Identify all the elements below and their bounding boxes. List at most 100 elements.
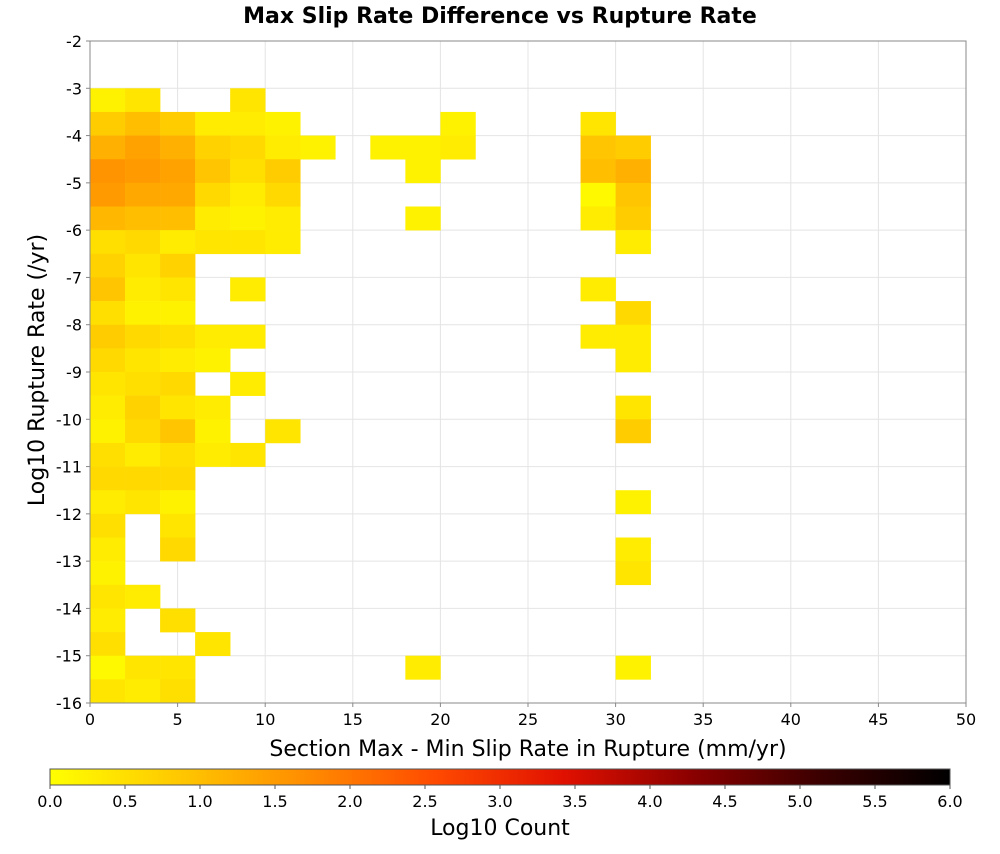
heatmap-cell (90, 182, 126, 207)
y-tick-label: -6 (66, 221, 82, 240)
colorbar-tick-label: 6.0 (937, 792, 962, 811)
heatmap-cell (265, 159, 301, 184)
heatmap-cell (90, 348, 126, 373)
heatmap-cell (160, 253, 196, 278)
heatmap-cell (90, 277, 126, 302)
heatmap-cell (615, 301, 651, 326)
heatmap-cell (125, 372, 161, 396)
heatmap-cell (615, 230, 651, 255)
heatmap-cell (615, 135, 651, 160)
heatmap-cell (160, 348, 196, 373)
heatmap-cell (195, 206, 231, 231)
heatmap-cell (160, 513, 196, 538)
heatmap-cell (90, 372, 126, 396)
heatmap-cell (265, 182, 301, 207)
colorbar-gradient (49, 768, 951, 786)
heatmap-cell (405, 135, 441, 160)
y-tick-label: -5 (66, 174, 82, 193)
heatmap-cell (90, 159, 126, 184)
heatmap-cell (580, 182, 616, 207)
x-tick-label: 40 (781, 710, 801, 729)
y-tick-label: -14 (56, 599, 82, 618)
x-tick-label: 5 (173, 710, 183, 729)
heatmap-cell (90, 230, 126, 255)
heatmap-cell (125, 159, 161, 184)
heatmap-cell (125, 655, 161, 680)
heatmap-cell (160, 442, 196, 467)
chart-title: Max Slip Rate Difference vs Rupture Rate (243, 4, 757, 29)
heatmap-cell (125, 301, 161, 326)
colorbar-tick-label: 3.5 (562, 792, 587, 811)
heatmap-cell (615, 348, 651, 373)
x-tick-label: 10 (255, 710, 275, 729)
heatmap-cell (90, 301, 126, 326)
heatmap-cell (90, 395, 126, 420)
x-tick-label: 15 (343, 710, 363, 729)
heatmap-cell (160, 277, 196, 302)
heatmap-cell (160, 679, 196, 704)
heatmap-cell (615, 324, 651, 349)
heatmap-cell (125, 206, 161, 231)
heatmap-cell (615, 159, 651, 184)
heatmap-cell (265, 230, 301, 255)
plot-area: 0 5 10 15 20 25 30 35 40 45 50 -2 -3 -4 -5 -6 -7 -8 -9 -10 -… (56, 32, 976, 729)
heatmap-cell (125, 395, 161, 420)
heatmap-cell (90, 513, 126, 538)
heatmap-cell (125, 135, 161, 160)
heatmap-cell (125, 230, 161, 255)
heatmap-cell (615, 561, 651, 586)
heatmap-cell (90, 679, 126, 704)
heatmap-cell (230, 372, 266, 396)
heatmap-cell (160, 655, 196, 680)
heatmap-cell (195, 348, 231, 373)
heatmap-cell (300, 135, 336, 160)
heatmap-cell (90, 111, 126, 136)
y-tick-label: -9 (66, 363, 82, 382)
heatmap-cell (580, 159, 616, 184)
heatmap-cell (230, 88, 266, 113)
heatmap-cell (195, 419, 231, 444)
heatmap-cell (230, 111, 266, 136)
heatmap-cell (125, 111, 161, 136)
heatmap-cell (580, 111, 616, 136)
colorbar-label: Log10 Count (430, 816, 570, 841)
heatmap-cell (125, 348, 161, 373)
heatmap-cell (265, 419, 301, 444)
y-tick-label: -13 (56, 552, 82, 571)
heatmap-cell (125, 584, 161, 609)
colorbar: 0.0 0.5 1.0 1.5 2.0 2.5 3.0 3.5 4.0 4.5 5.0 5.5 6.0 (37, 768, 963, 811)
heatmap-cell (160, 159, 196, 184)
heatmap-cell (230, 135, 266, 160)
heatmap-cell (90, 584, 126, 609)
heatmap-cell (125, 88, 161, 113)
heatmap-cell (615, 419, 651, 444)
heatmap-cell (125, 442, 161, 467)
colorbar-tick-label: 4.5 (712, 792, 737, 811)
heatmap-cell (195, 111, 231, 136)
y-tick-label: -7 (66, 268, 82, 287)
x-tick-label: 25 (518, 710, 538, 729)
heatmap-cell (615, 206, 651, 231)
heatmap-cell (230, 442, 266, 467)
heatmap-cell (195, 159, 231, 184)
heatmap-cell (615, 395, 651, 420)
heatmap-cell (195, 442, 231, 467)
heatmap-cell (90, 561, 126, 586)
heatmap-cell (125, 466, 161, 491)
heatmap-cell (405, 206, 441, 231)
colorbar-tick-label: 5.5 (862, 792, 887, 811)
heatmap-cell (160, 466, 196, 491)
y-tick-label: -10 (56, 410, 82, 429)
heatmap-cell (125, 324, 161, 349)
heatmap-cell (90, 490, 126, 515)
heatmap-cell (125, 253, 161, 278)
heatmap-cell (405, 655, 441, 680)
y-tick-label: -12 (56, 505, 82, 524)
y-tick-label: -11 (56, 458, 82, 477)
heatmap-cell (90, 206, 126, 231)
heatmap-cell (580, 324, 616, 349)
y-tick-label: -3 (66, 79, 82, 98)
heatmap-cell (440, 135, 476, 160)
heatmap-cell (90, 442, 126, 467)
